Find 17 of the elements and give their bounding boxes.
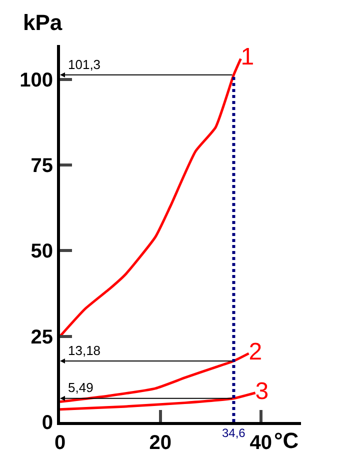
y-axis-title: kPa (23, 10, 63, 35)
x-tick-label: 40 (250, 432, 272, 454)
annotation: 101,3 (68, 57, 101, 72)
y-tick-label: 50 (30, 240, 53, 263)
y-tick-label: 25 (30, 326, 53, 348)
line-series (60, 57, 242, 338)
y-tick-label: 0 (42, 412, 53, 434)
y-tick-label: 100 (20, 69, 53, 92)
x-axis-title: °C (274, 428, 299, 453)
ref-line-label: 34,6 (222, 426, 246, 440)
annotation: 5,49 (68, 380, 94, 395)
series-label: 3 (255, 378, 269, 405)
y-tick-label: 75 (30, 154, 53, 177)
series-label: 1 (240, 44, 254, 71)
annotation: 13,18 (68, 343, 101, 358)
x-tick-label: 20 (149, 432, 172, 454)
series-label: 2 (248, 338, 262, 366)
